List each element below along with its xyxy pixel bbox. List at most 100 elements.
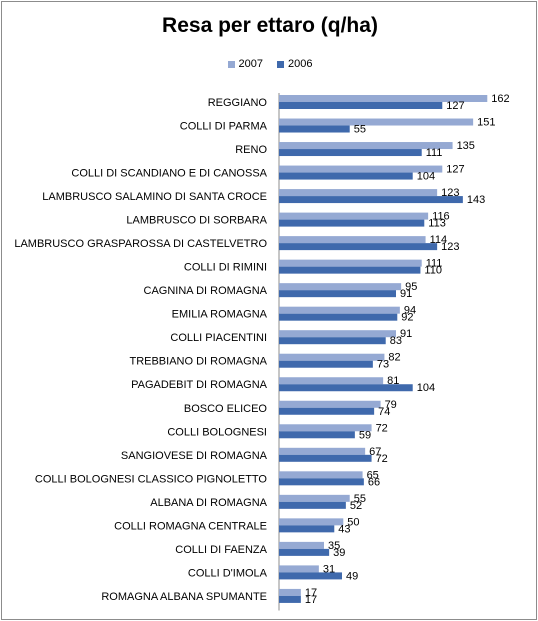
data-label-2006: 113: [428, 218, 446, 230]
bar-2006: [279, 219, 425, 227]
bar-2006: [279, 313, 398, 321]
category-label: SANGIOVESE DI ROMAGNA: [121, 450, 268, 462]
bar-2006: [279, 548, 330, 556]
category-label: TREBBIANO DI ROMAGNA: [129, 356, 267, 368]
legend-label-2006: 2006: [288, 58, 313, 70]
bar-2007: [279, 236, 426, 244]
bar-2007: [279, 588, 301, 596]
data-label-2006: 43: [338, 523, 350, 535]
data-label-2006: 74: [378, 406, 390, 418]
data-label-2006: 91: [400, 288, 412, 300]
category-label: LAMBRUSCO GRASPAROSSA DI CASTELVETRO: [14, 238, 267, 250]
data-label-2007: 127: [446, 164, 464, 176]
data-label-2006: 49: [346, 570, 358, 582]
bar-2007: [279, 212, 429, 220]
bar-2006: [279, 290, 396, 298]
bar-2006: [279, 454, 372, 462]
category-label: CAGNINA DI ROMAGNA: [144, 285, 268, 297]
bar-2006: [279, 149, 422, 157]
bar-2006: [279, 407, 375, 415]
bar-2006: [279, 243, 438, 251]
bar-2007: [279, 118, 474, 126]
data-label-2007: 94: [404, 305, 416, 317]
data-label-2007: 67: [369, 446, 381, 458]
data-label-2006: 143: [467, 194, 485, 206]
data-label-2007: 72: [376, 422, 388, 434]
legend-swatch-2007: [227, 60, 235, 68]
data-label-2006: 17: [305, 594, 317, 606]
data-label-2006: 111: [426, 147, 443, 159]
data-label-2006: 127: [446, 100, 464, 112]
data-label-2007: 79: [385, 399, 397, 411]
bar-2006: [279, 478, 364, 486]
bar-2007: [279, 424, 372, 432]
data-label-2006: 55: [354, 124, 366, 136]
data-label-2007: 35: [328, 540, 340, 552]
data-label-2007: 17: [305, 587, 317, 599]
data-label-2007: 162: [491, 93, 509, 105]
bar-2006: [279, 525, 335, 533]
data-label-2007: 116: [432, 211, 450, 223]
data-label-2007: 50: [347, 516, 359, 528]
data-label-2007: 65: [367, 469, 379, 481]
bar-2006: [279, 125, 350, 133]
bar-2006: [279, 337, 386, 345]
bar-2007: [279, 494, 350, 502]
bar-2006: [279, 384, 413, 392]
bar-2007: [279, 400, 381, 408]
data-label-2006: 39: [333, 547, 345, 559]
data-label-2006: 110: [424, 265, 442, 277]
bar-2007: [279, 518, 344, 526]
data-label-2007: 82: [388, 352, 400, 364]
chart-title: Resa per ettaro (q/ha): [162, 14, 378, 37]
category-label: COLLI D'IMOLA: [188, 567, 268, 579]
category-label: RENO: [235, 144, 267, 156]
data-label-2006: 92: [401, 312, 413, 324]
bar-2007: [279, 165, 443, 173]
data-label-2007: 151: [477, 117, 495, 129]
data-label-2006: 73: [377, 359, 389, 371]
data-label-2007: 95: [405, 281, 417, 293]
bar-2007: [279, 189, 438, 197]
data-label-2007: 111: [426, 258, 443, 270]
bar-2007: [279, 142, 453, 150]
bar-2006: [279, 172, 413, 180]
data-label-2006: 123: [441, 241, 459, 253]
bar-2007: [279, 306, 400, 314]
data-label-2007: 55: [354, 493, 366, 505]
bar-2007: [279, 283, 402, 291]
bar-2006: [279, 196, 463, 204]
data-label-2007: 91: [400, 328, 412, 340]
category-label: COLLI DI SCANDIANO E DI CANOSSA: [71, 168, 267, 180]
bar-2007: [279, 447, 366, 455]
category-label: LAMBRUSCO DI SORBARA: [126, 215, 267, 227]
bar-2007: [279, 259, 422, 267]
bar-2007: [279, 565, 319, 573]
legend-item-2006: 2006: [277, 58, 312, 70]
bar-2007: [279, 95, 488, 102]
data-label-2007: 135: [457, 140, 475, 152]
legend: 2007 2006: [2, 58, 538, 70]
category-label: REGGIANO: [208, 97, 268, 109]
bar-2007: [279, 330, 396, 338]
bar-2007: [279, 541, 324, 549]
bar-2006: [279, 595, 301, 603]
category-label: COLLI BOLOGNESI: [167, 426, 267, 438]
bar-2006: [279, 431, 355, 439]
bar-2006: [279, 102, 443, 109]
legend-label-2007: 2007: [238, 58, 263, 70]
bar-2006: [279, 266, 421, 274]
category-label: ALBANA DI ROMAGNA: [150, 497, 267, 509]
data-label-2006: 83: [390, 335, 402, 347]
category-label: COLLI DI RIMINI: [184, 262, 267, 274]
bar-2007: [279, 353, 385, 361]
data-label-2006: 52: [350, 500, 362, 512]
bar-2006: [279, 501, 346, 509]
bar-2006: [279, 572, 342, 580]
category-label: COLLI DI PARMA: [180, 121, 268, 133]
category-label: COLLI PIACENTINI: [170, 332, 267, 344]
bar-2006: [279, 360, 373, 368]
category-label: BOSCO ELICEO: [184, 403, 268, 415]
